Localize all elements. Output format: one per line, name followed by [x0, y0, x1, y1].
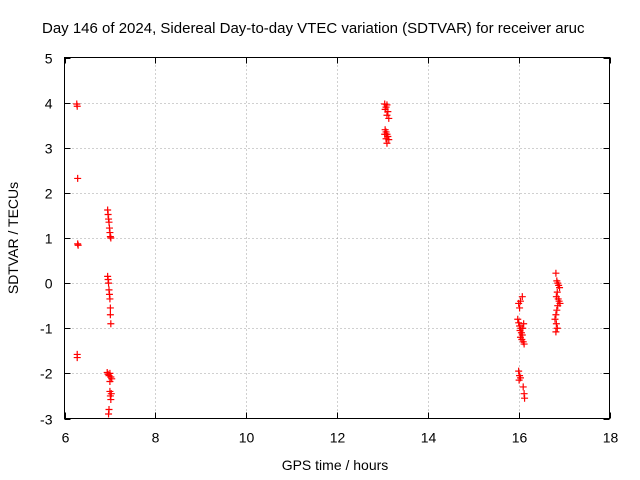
data-point [519, 324, 527, 332]
y-tick-label: 5 [45, 51, 53, 67]
data-point [107, 320, 115, 328]
data-point [106, 377, 114, 385]
y-tick-label: -3 [40, 412, 53, 428]
data-point [518, 293, 526, 301]
data-point [106, 369, 114, 377]
grid [64, 57, 610, 419]
x-tick-label: 6 [62, 430, 70, 446]
data-point [105, 410, 113, 418]
data-point [383, 139, 391, 147]
data-point [74, 241, 82, 249]
y-tick-label: 2 [45, 186, 53, 202]
data-point [105, 279, 113, 287]
data-point [383, 111, 391, 119]
y-tick-label: 0 [45, 276, 53, 292]
data-point [552, 269, 560, 277]
data-point [106, 295, 114, 303]
x-tick-label: 18 [603, 430, 619, 446]
data-points [73, 100, 564, 418]
y-axis-label: SDTVAR / TECUs [5, 182, 21, 294]
data-point [107, 396, 115, 404]
x-tick-label: 16 [512, 430, 528, 446]
data-point [516, 304, 524, 312]
data-point [520, 320, 528, 328]
data-point [515, 367, 523, 375]
data-point [553, 306, 561, 314]
data-point [520, 340, 528, 348]
y-tick-label: 3 [45, 141, 53, 157]
data-point [552, 311, 560, 319]
data-point [106, 304, 114, 312]
data-point [385, 114, 393, 122]
data-point [73, 102, 81, 110]
x-tick-label: 10 [239, 430, 255, 446]
data-point [553, 288, 561, 296]
data-point [106, 311, 114, 319]
y-tick-label: -1 [40, 321, 53, 337]
data-point [516, 297, 524, 305]
data-point [554, 302, 562, 310]
y-tick-label: -2 [40, 366, 53, 382]
data-point [73, 354, 81, 362]
chart-title: Day 146 of 2024, Sidereal Day-to-day VTE… [42, 20, 585, 37]
data-point [553, 324, 561, 332]
x-tick-label: 8 [152, 430, 160, 446]
data-point [74, 174, 82, 182]
y-tick-label: 4 [45, 96, 53, 112]
x-axis-label: GPS time / hours [282, 457, 389, 473]
data-point [514, 315, 522, 323]
data-point [515, 376, 523, 384]
data-point [552, 320, 560, 328]
data-point [521, 394, 529, 402]
data-point [107, 234, 115, 242]
data-point [105, 218, 113, 226]
x-tick-label: 12 [330, 430, 346, 446]
data-point [384, 108, 392, 116]
data-point [107, 390, 115, 398]
data-point [552, 328, 560, 336]
y-tick-label: 1 [45, 231, 53, 247]
data-point [515, 319, 523, 327]
x-tick-label: 14 [421, 430, 437, 446]
data-point [556, 284, 564, 292]
data-point [519, 383, 527, 391]
data-point [551, 315, 559, 323]
data-point [385, 136, 393, 144]
